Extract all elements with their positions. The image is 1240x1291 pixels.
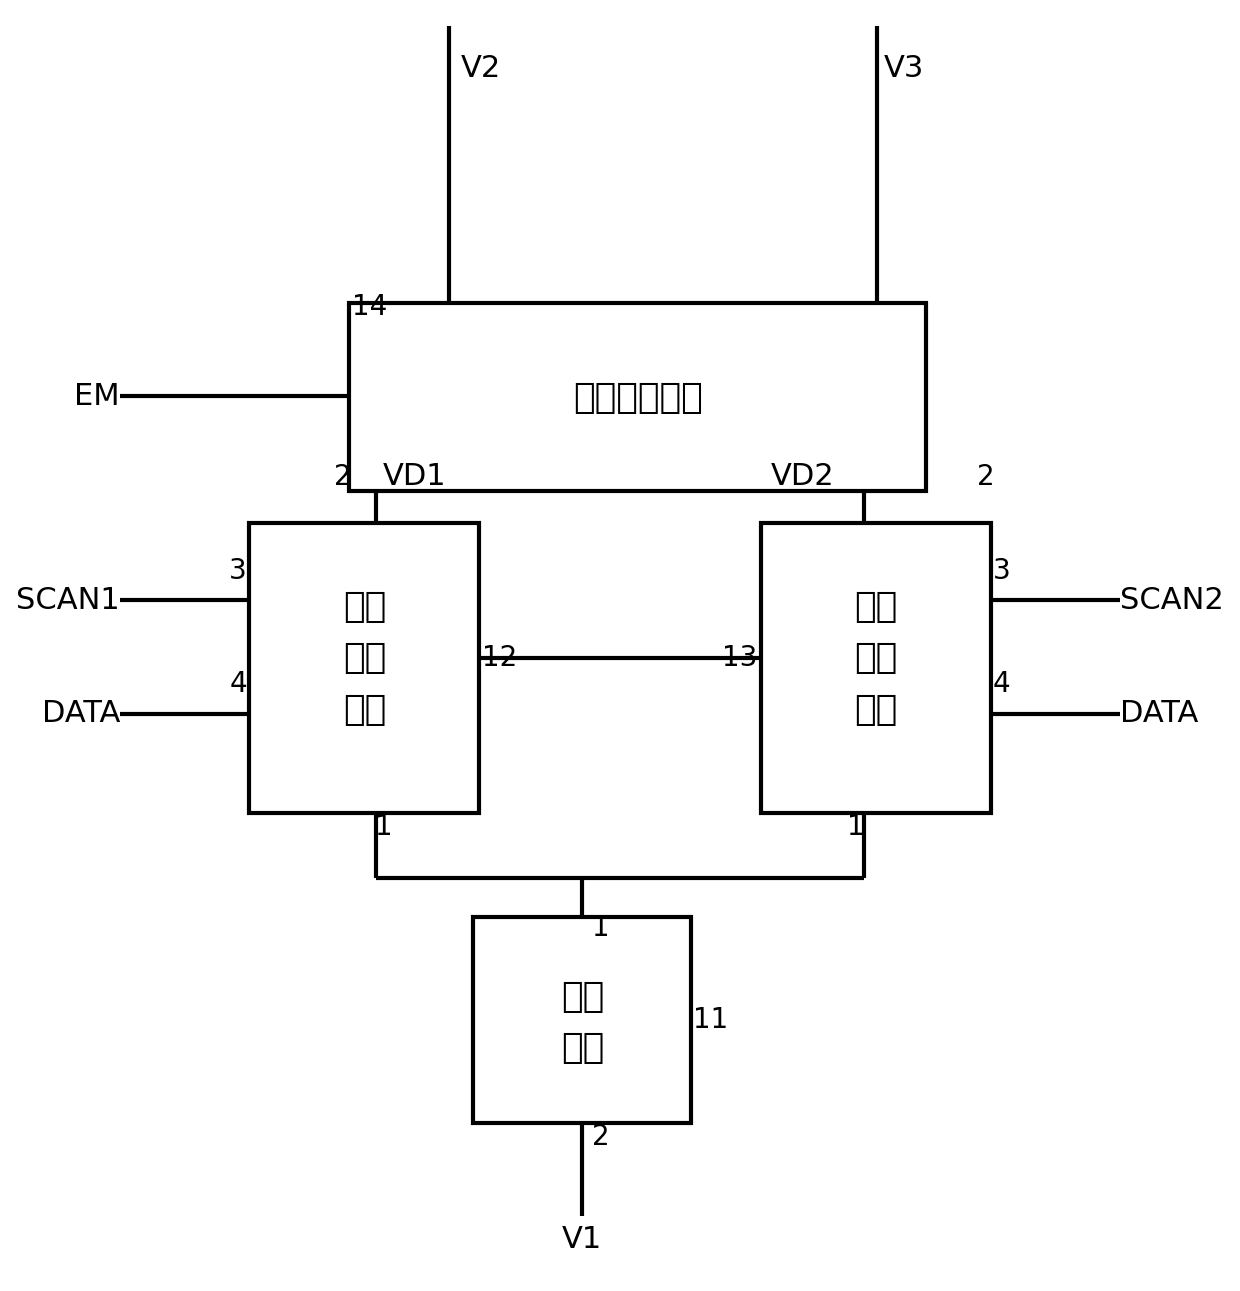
Text: V3: V3 — [884, 54, 924, 83]
Text: 14: 14 — [352, 293, 387, 321]
Text: 1: 1 — [847, 813, 864, 842]
Text: 发光: 发光 — [560, 980, 604, 1013]
Text: SCAN1: SCAN1 — [16, 586, 120, 615]
Text: DATA: DATA — [1120, 700, 1198, 728]
Text: SCAN2: SCAN2 — [1120, 586, 1224, 615]
Text: 12: 12 — [482, 644, 517, 673]
Text: V1: V1 — [562, 1225, 603, 1254]
Text: VD1: VD1 — [382, 462, 446, 491]
Text: 写入控制模块: 写入控制模块 — [573, 381, 703, 414]
Text: EM: EM — [74, 382, 120, 411]
Text: 4: 4 — [229, 670, 247, 698]
Text: V2: V2 — [461, 54, 501, 83]
Text: 第一: 第一 — [343, 590, 387, 624]
Text: 1: 1 — [591, 914, 609, 942]
Text: 2: 2 — [591, 1123, 609, 1152]
Text: 11: 11 — [693, 1006, 728, 1034]
Text: 驱动: 驱动 — [343, 642, 387, 675]
Text: 模块: 模块 — [560, 1032, 604, 1065]
Text: 2: 2 — [977, 462, 994, 491]
Bar — [350, 303, 926, 491]
Bar — [472, 917, 691, 1123]
Text: 13: 13 — [722, 644, 758, 673]
Text: 2: 2 — [334, 462, 352, 491]
Text: 3: 3 — [993, 556, 1011, 585]
Text: 4: 4 — [993, 670, 1011, 698]
Text: 驱动: 驱动 — [853, 642, 897, 675]
Bar — [761, 523, 991, 813]
Text: 3: 3 — [229, 556, 247, 585]
Bar — [249, 523, 479, 813]
Text: 第二: 第二 — [853, 590, 897, 624]
Text: 模块: 模块 — [343, 693, 387, 727]
Text: 模块: 模块 — [853, 693, 897, 727]
Text: DATA: DATA — [42, 700, 120, 728]
Text: VD2: VD2 — [770, 462, 835, 491]
Text: 1: 1 — [376, 813, 393, 842]
